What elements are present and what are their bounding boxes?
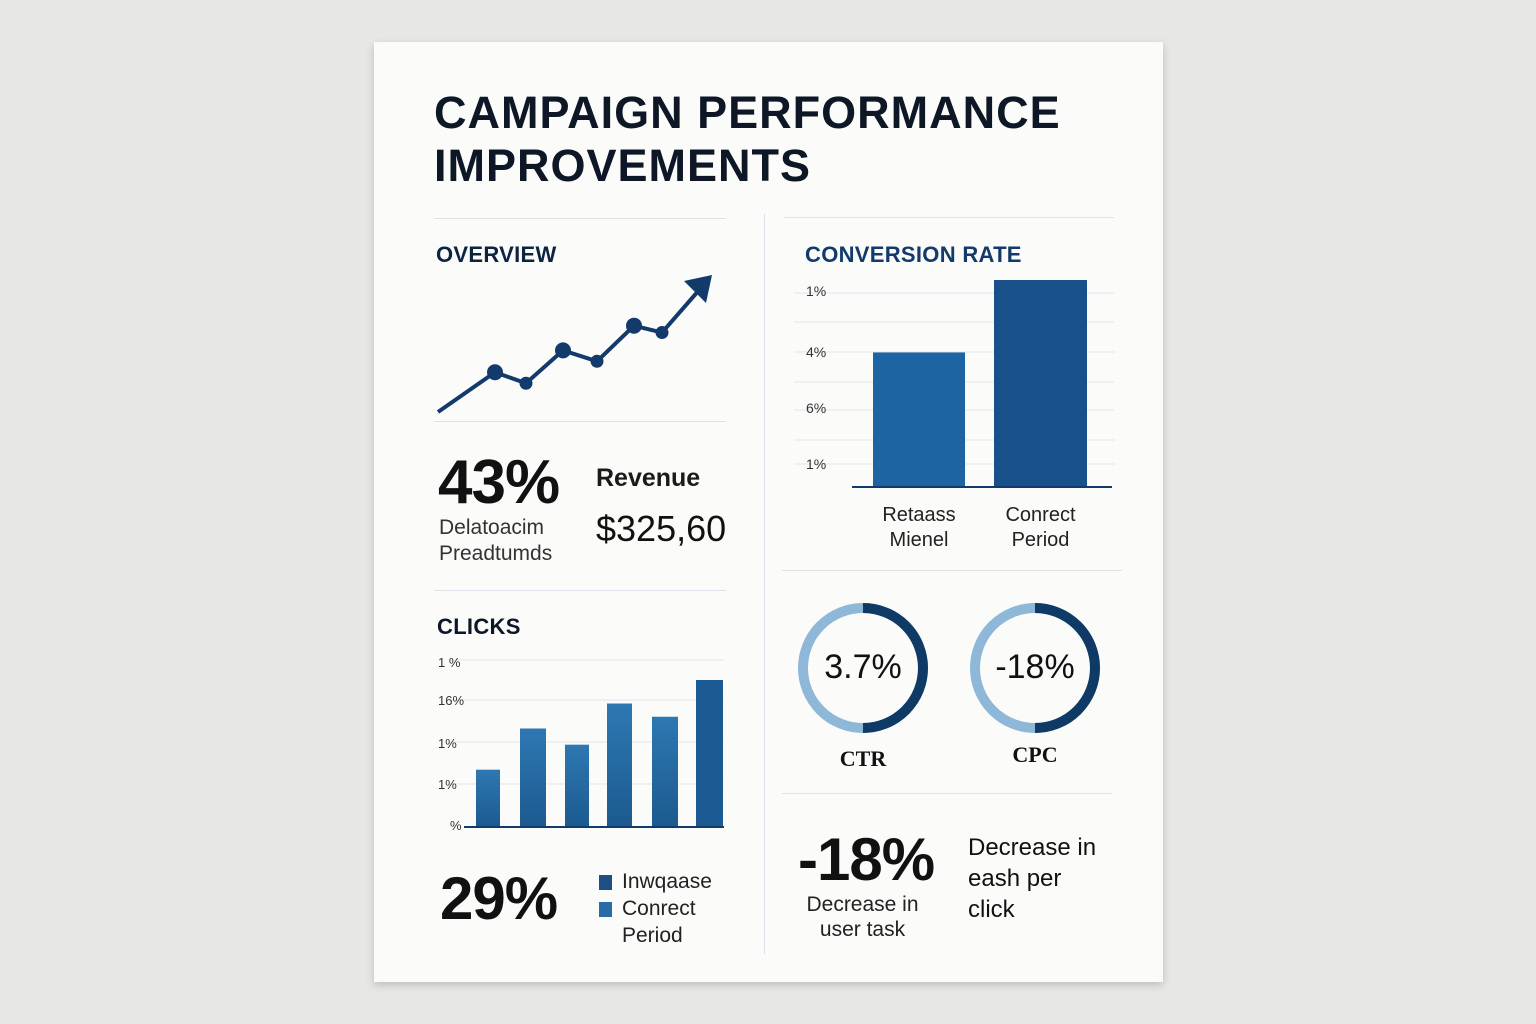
- stat-label-line: Decrease in: [806, 893, 919, 916]
- divider: [784, 217, 1114, 218]
- description-line: eash per: [968, 865, 1062, 892]
- clicks-heading: CLICKS: [437, 614, 521, 639]
- overview-line-chart: [436, 275, 712, 414]
- x-tick-label: Retaass: [882, 504, 955, 526]
- y-tick-label: 4%: [806, 344, 826, 360]
- cpc-stat-value: -18%: [798, 826, 935, 893]
- data-point: [590, 354, 604, 368]
- bar: [994, 280, 1087, 487]
- stat-label-line: Preadtumds: [439, 542, 553, 565]
- stat-label-line: user task: [819, 918, 906, 941]
- x-tick-label: Conrect: [1005, 504, 1075, 526]
- title-line-1: CAMPAIGN PERFORMANCE: [434, 87, 1061, 138]
- gauge-fill: [862, 603, 928, 733]
- bar: [520, 728, 546, 827]
- stat-label-line: Delatoacim: [439, 516, 545, 539]
- legend-item: Inwqaase: [599, 868, 712, 895]
- divider: [434, 590, 726, 591]
- bar: [696, 680, 723, 827]
- y-tick-label: 1%: [806, 283, 826, 299]
- overview-heading: OVERVIEW: [436, 242, 557, 267]
- title-line-2: IMPROVEMENTS: [434, 140, 812, 191]
- clicks-stat-value: 29%: [440, 865, 558, 932]
- conversion-bar-chart: 1% 4% 6% 1% Retaass Mienel Conrect Period: [794, 280, 1114, 551]
- data-point: [655, 326, 669, 340]
- y-tick-label: %: [450, 818, 462, 833]
- data-point: [487, 364, 503, 381]
- conversion-heading: CONVERSION RATE: [805, 242, 1022, 267]
- description-line: click: [968, 896, 1015, 923]
- legend-swatch: [599, 902, 612, 917]
- cpc-description: Decrease in eash per click: [968, 832, 1096, 925]
- revenue-label: Revenue: [596, 464, 701, 492]
- y-tick-label: 1%: [438, 777, 457, 792]
- y-tick-label: 1%: [438, 736, 457, 751]
- x-tick-label: Period: [1012, 529, 1070, 551]
- cpc-value: -18%: [995, 648, 1075, 686]
- bar: [607, 703, 632, 827]
- legend-label: Conrect: [622, 897, 696, 920]
- clicks-legend: Inwqaase Conrect Period: [599, 868, 712, 949]
- bar: [652, 716, 678, 827]
- divider: [434, 218, 726, 219]
- data-point: [519, 376, 533, 390]
- data-point: [555, 342, 571, 359]
- ctr-label: CTR: [839, 746, 887, 771]
- y-tick-label: 6%: [806, 400, 826, 416]
- overview-stat-label: Delatoacim Preadtumds: [439, 515, 552, 567]
- gauges: [798, 603, 1100, 733]
- y-tick-label: 1 %: [438, 655, 461, 670]
- y-tick-label: 16%: [438, 693, 464, 708]
- revenue-value: $325,60: [596, 508, 727, 549]
- legend-label: Period: [622, 924, 683, 947]
- cpc-stat-label: Decrease in user task: [794, 892, 931, 942]
- description-line: Decrease in: [968, 834, 1097, 861]
- legend-swatch: [599, 875, 612, 890]
- overview-stat-value: 43%: [438, 448, 560, 517]
- column-divider: [764, 214, 765, 954]
- legend-label: Inwqaase: [622, 870, 712, 893]
- gauge-fill: [1034, 603, 1100, 733]
- divider: [434, 421, 726, 422]
- infographic-card: CAMPAIGN PERFORMANCE IMPROVEMENTS OVERVI…: [374, 42, 1163, 982]
- clicks-bar-chart: 1 % 16% 1% 1%%: [438, 655, 724, 833]
- bar: [565, 744, 589, 827]
- page-title: CAMPAIGN PERFORMANCE IMPROVEMENTS: [434, 86, 1061, 192]
- data-point: [626, 317, 642, 334]
- bar: [873, 352, 965, 487]
- divider: [782, 793, 1112, 794]
- ctr-value: 3.7%: [824, 648, 902, 686]
- legend-item: Conrect: [599, 895, 712, 922]
- arrow-head: [684, 275, 712, 303]
- x-tick-label: Mienel: [890, 529, 949, 551]
- cpc-label: CPC: [1012, 742, 1058, 767]
- divider: [782, 570, 1122, 571]
- y-tick-label: 1%: [806, 456, 826, 472]
- bar: [476, 769, 500, 827]
